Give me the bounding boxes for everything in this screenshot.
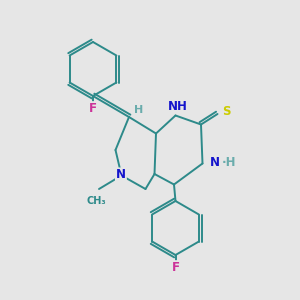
Text: F: F [89,102,97,115]
Text: ·H: ·H [222,155,236,169]
Text: CH₃: CH₃ [86,196,106,206]
Text: H: H [134,105,143,116]
Text: N: N [210,155,220,169]
Text: N: N [116,168,126,182]
Text: S: S [222,105,230,118]
Text: NH: NH [168,100,188,113]
Text: F: F [172,261,179,274]
